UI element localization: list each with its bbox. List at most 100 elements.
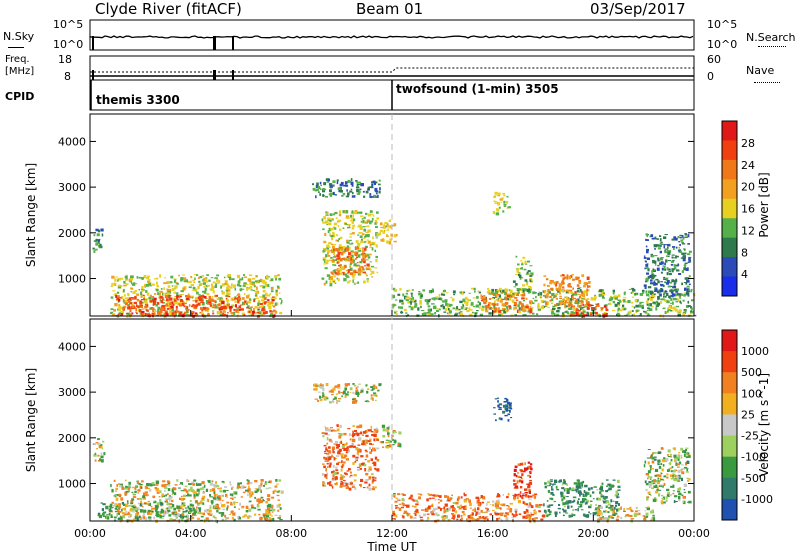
velocity-echo-cell [398,503,402,505]
power-echo-cell [413,299,417,303]
power-echo-cell [689,310,694,314]
velocity-echo-cell [515,510,517,514]
power-echo-cell [617,304,621,307]
velocity-echo-cell [338,432,340,435]
velocity-echo-cell [116,494,119,497]
power-echo-cell [349,243,353,245]
velocity-echo-cell [116,503,119,505]
velocity-echo-cell [199,487,203,491]
velocity-echo-cell [327,434,331,436]
velocity-echo-cell [328,428,331,432]
velocity-echo-cell [331,399,334,403]
velocity-echo-cell [500,512,504,517]
velocity-echo-cell [265,501,268,504]
power-echo-cell [167,280,170,284]
velocity-echo-cell [486,518,489,521]
velocity-echo-cell [506,399,509,402]
velocity-echo-cell [344,473,346,475]
velocity-echo-cell [352,400,356,404]
power-echo-cell [223,306,227,310]
power-echo-cell [362,226,366,228]
velocity-echo-cell [357,449,360,453]
power-echo-cell [676,288,679,291]
power-echo-cell [369,242,373,244]
power-echo-cell [447,308,450,311]
power-echo-cell [562,277,565,281]
power-echo-cell [529,286,532,290]
power-echo-cell [231,304,235,306]
power-echo-cell [435,297,438,300]
power-echo-cell [428,290,432,294]
power-echo-cell [694,314,697,317]
power-echo-cell [511,294,515,298]
velocity-echo-cell [181,513,185,517]
velocity-echo-cell [190,486,193,490]
velocity-echo-cell [268,487,272,489]
velocity-echo-cell [358,437,362,441]
power-echo-cell [376,232,380,236]
velocity-echo-cell [439,495,442,498]
velocity-echo-cell [615,490,619,494]
power-echo-cell [491,292,494,295]
power-echo-cell [118,308,121,311]
power-echo-cell [173,301,176,304]
power-echo-cell [129,302,133,305]
velocity-echo-cell [115,507,118,510]
power-echo-cell [545,302,548,306]
power-echo-cell [574,291,577,294]
velocity-echo-cell [659,484,663,486]
velocity-echo-cell [665,458,669,462]
velocity-echo-cell [247,493,249,497]
velocity-echo-cell [219,490,223,493]
velocity-echo-cell [332,451,335,454]
power-echo-cell [500,312,504,315]
power-echo-cell [366,268,370,270]
power-echo-cell [253,308,255,310]
velocity-echo-cell [596,497,600,501]
power-echo-cell [681,270,684,273]
power-echo-cell [414,305,417,308]
power-echo-cell [92,247,95,250]
velocity-echo-cell [131,486,136,489]
velocity-echo-cell [326,442,329,445]
velocity-echo-cell [493,413,495,415]
cpid-segment-themis: themis 3300 [96,93,180,107]
velocity-echo-cell [161,517,165,519]
power-echo-cell [382,225,387,229]
power-echo-cell [663,299,667,302]
velocity-echo-cell [645,512,649,516]
power-echo-cell [580,289,582,293]
power-echo-cell [338,264,341,267]
power-echo-cell [543,290,546,294]
velocity-echo-cell [670,470,674,473]
power-echo-cell [339,236,343,240]
velocity-echo-cell [390,440,392,443]
velocity-echo-cell [671,466,674,469]
velocity-echo-cell [345,451,348,454]
power-echo-cell [631,305,634,307]
power-colorbar-swatch [722,140,737,161]
velocity-echo-cell [163,513,166,516]
power-echo-cell [552,305,556,308]
power-echo-cell [376,221,378,224]
velocity-echo-cell [672,490,675,492]
power-echo-cell [322,257,325,260]
power-echo-cell [166,298,169,302]
power-echo-cell [319,181,322,185]
velocity-echo-cell [486,501,490,503]
power-echo-cell [503,194,506,197]
velocity-echo-cell [669,474,674,477]
power-echo-cell [324,220,329,224]
nsky-trace [89,35,694,39]
power-echo-cell [650,293,654,297]
power-echo-cell [669,310,673,312]
power-echo-cell [681,282,683,286]
power-echo-cell [281,299,283,304]
power-echo-cell [270,310,274,313]
power-echo-cell [617,314,621,317]
velocity-echo-cell [136,517,139,521]
power-echo-cell [579,305,582,307]
power-echo-cell [140,294,143,298]
velocity-echo-cell [125,490,129,493]
power-echo-cell [257,308,260,310]
